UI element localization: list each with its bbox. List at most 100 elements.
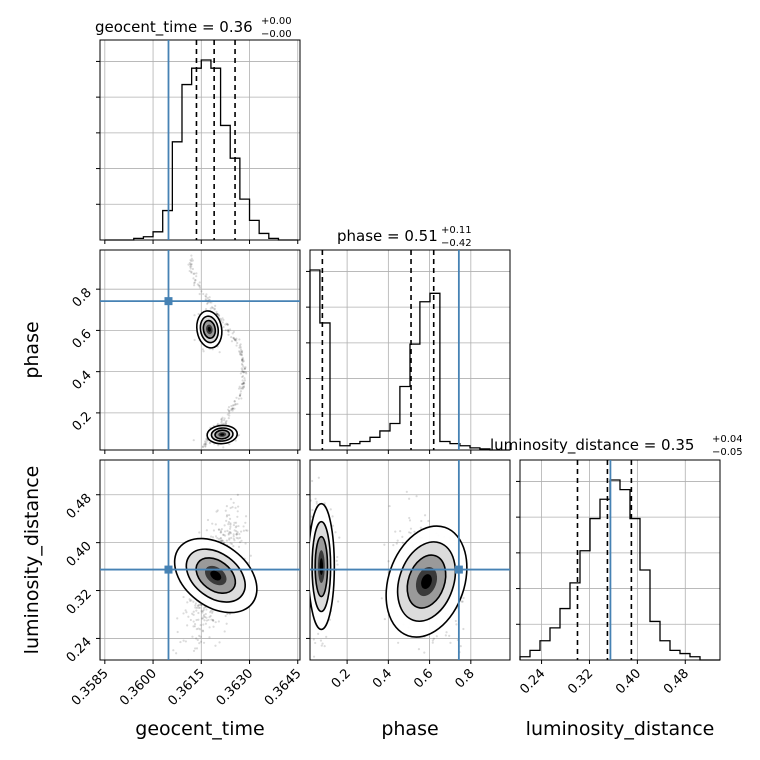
sample-point: [205, 529, 208, 532]
sample-point: [223, 530, 227, 533]
sample-point: [243, 377, 246, 380]
sample-point: [231, 407, 234, 411]
sample-point: [193, 281, 196, 284]
sample-point: [218, 351, 221, 354]
sample-point: [239, 353, 242, 356]
sample-point: [239, 353, 242, 356]
sample-point: [224, 614, 227, 618]
sample-point: [239, 372, 243, 375]
sample-point: [239, 350, 242, 353]
sample-point: [239, 530, 243, 533]
sample-point: [189, 263, 192, 266]
sample-point: [204, 308, 208, 311]
y-tick-label: 0.4: [70, 368, 95, 393]
sample-point: [238, 541, 242, 544]
xlabel-geocent-time: geocent_time: [135, 718, 264, 740]
sample-point: [240, 353, 243, 356]
sample-point: [409, 527, 413, 530]
sample-point: [307, 559, 309, 561]
sample-point: [240, 370, 244, 373]
sample-point: [397, 641, 400, 644]
sample-point: [224, 422, 228, 425]
sample-point: [200, 617, 204, 620]
sample-point: [197, 611, 200, 615]
sample-point: [237, 387, 241, 390]
x-tick-label: 0.3600: [117, 666, 160, 709]
sample-point: [195, 618, 198, 622]
density-level: [421, 574, 432, 589]
sample-point: [199, 603, 203, 607]
sample-point: [205, 619, 208, 622]
title-phase-minus: −0.42: [441, 238, 472, 249]
sample-point: [449, 641, 452, 644]
sample-point: [242, 371, 245, 374]
sample-point: [192, 272, 195, 275]
panel-phase-vs-luminosity_distance: 0.2 0.4 0.6 0.8: [306, 459, 511, 691]
sample-point: [193, 625, 196, 628]
sample-point: [225, 322, 228, 325]
sample-point: [230, 542, 234, 546]
sample-point: [444, 663, 446, 665]
sample-point: [193, 284, 196, 287]
y-tick-label: 0.40: [64, 539, 95, 570]
sample-point: [195, 609, 198, 612]
sample-point: [444, 634, 447, 637]
sample-point: [244, 367, 247, 370]
sample-point: [205, 608, 208, 611]
sample-point: [204, 612, 207, 616]
sample-point: [241, 375, 244, 379]
sample-point: [205, 443, 208, 446]
sample-point: [231, 332, 234, 335]
sample-point: [195, 627, 198, 631]
sample-point: [201, 629, 204, 632]
sample-point: [230, 409, 233, 412]
sample-point: [234, 506, 237, 509]
sample-point: [228, 513, 231, 517]
sample-point: [229, 525, 232, 528]
sample-point: [310, 499, 312, 502]
sample-point: [315, 502, 318, 505]
sample-point: [240, 350, 244, 354]
sample-point: [228, 409, 231, 412]
sample-point: [225, 622, 228, 625]
sample-point: [196, 638, 199, 642]
sample-point: [206, 518, 210, 522]
sample-point: [226, 514, 229, 517]
sample-point: [213, 307, 216, 310]
histogram-phase: [309, 269, 510, 451]
sample-point: [209, 307, 212, 310]
sample-point: [212, 625, 215, 628]
sample-point: [202, 615, 205, 618]
sample-point: [407, 531, 411, 534]
sample-point: [240, 382, 243, 386]
sample-point: [227, 520, 230, 524]
sample-point: [227, 328, 230, 331]
sample-point: [220, 319, 223, 322]
sample-point: [204, 442, 207, 446]
sample-point: [241, 368, 244, 371]
sample-point: [230, 536, 233, 539]
density-layer: [187, 254, 248, 450]
sample-point: [205, 438, 208, 442]
truth-marker: [164, 297, 173, 306]
sample-point: [225, 419, 228, 423]
sample-point: [242, 359, 245, 363]
sample-point: [228, 328, 232, 331]
sample-point: [229, 522, 232, 525]
x-tick-label: 0.2: [329, 666, 354, 691]
sample-point: [197, 618, 200, 621]
sample-point: [198, 603, 201, 606]
xlabel-luminosity-distance: luminosity_distance: [526, 718, 715, 740]
sample-point: [226, 408, 230, 411]
sample-point: [235, 532, 239, 535]
sample-point: [244, 515, 248, 518]
sample-point: [189, 267, 192, 270]
sample-point: [226, 413, 229, 416]
sample-point: [188, 261, 191, 265]
sample-point: [186, 601, 189, 604]
sample-point: [455, 623, 458, 626]
sample-point: [215, 510, 218, 513]
sample-point: [317, 476, 320, 479]
sample-point: [242, 381, 245, 384]
sample-point: [241, 385, 244, 388]
